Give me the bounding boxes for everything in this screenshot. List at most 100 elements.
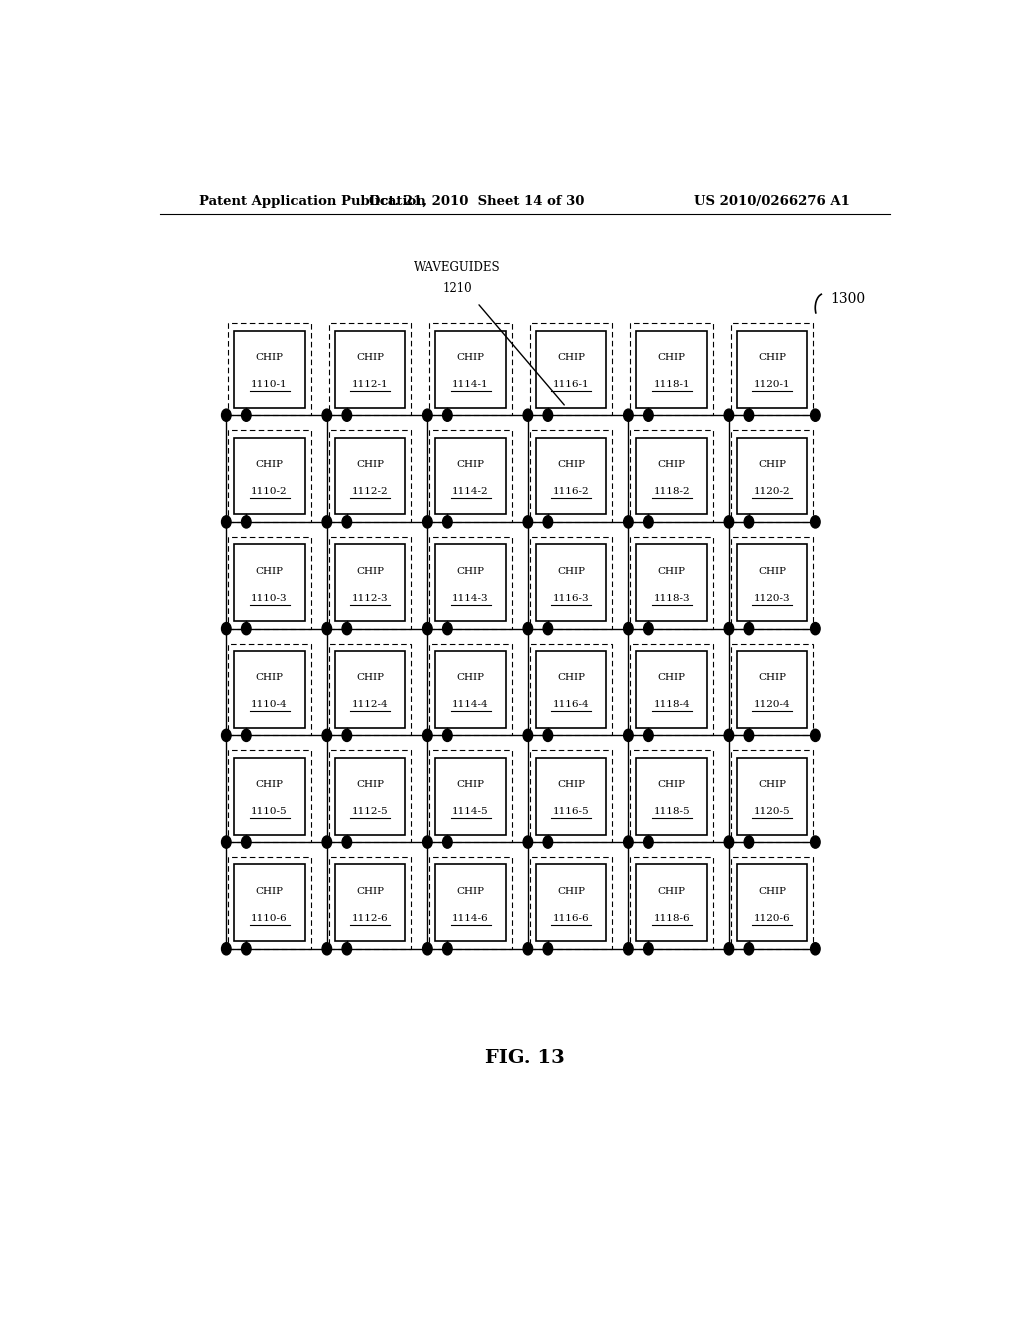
Circle shape [221,516,231,528]
Bar [335,865,406,941]
Bar [631,750,713,842]
Bar [737,651,807,727]
Circle shape [811,623,820,635]
Circle shape [624,623,633,635]
Circle shape [342,729,351,742]
Bar [731,857,813,949]
Circle shape [342,516,351,528]
Circle shape [323,836,332,849]
Circle shape [744,729,754,742]
Bar [631,537,713,628]
Text: 1114-4: 1114-4 [453,701,488,709]
Circle shape [323,409,332,421]
Circle shape [744,516,754,528]
Bar [335,544,406,622]
Bar [536,865,606,941]
Text: CHIP: CHIP [356,566,384,576]
Bar [335,438,406,515]
Circle shape [242,516,251,528]
Text: CHIP: CHIP [657,780,686,789]
Bar [637,438,707,515]
Text: 1300: 1300 [830,292,865,306]
Bar [536,758,606,834]
Text: CHIP: CHIP [758,354,786,362]
Circle shape [442,516,453,528]
Text: CHIP: CHIP [457,673,484,682]
Circle shape [543,409,553,421]
Circle shape [744,942,754,954]
Bar [737,331,807,408]
Circle shape [523,623,532,635]
Circle shape [242,623,251,635]
Circle shape [442,623,453,635]
Bar [737,544,807,622]
Circle shape [221,623,231,635]
Text: 1116-3: 1116-3 [553,594,590,603]
Text: 1120-4: 1120-4 [754,701,791,709]
Text: WAVEGUIDES: WAVEGUIDES [414,261,501,275]
Bar [329,644,412,735]
Circle shape [624,836,633,849]
Bar [234,758,305,834]
Bar [631,857,713,949]
Text: CHIP: CHIP [657,887,686,896]
Circle shape [242,836,251,849]
Bar [637,865,707,941]
Circle shape [323,942,332,954]
Text: 1120-1: 1120-1 [754,380,791,389]
Circle shape [423,623,432,635]
Bar [435,331,506,408]
Circle shape [442,836,453,849]
Circle shape [644,942,653,954]
Bar [737,438,807,515]
Circle shape [221,836,231,849]
Circle shape [323,623,332,635]
Bar [631,644,713,735]
Bar [329,537,412,628]
Circle shape [242,409,251,421]
Text: 1112-1: 1112-1 [351,380,388,389]
Text: 1110-4: 1110-4 [251,701,288,709]
Bar [234,865,305,941]
Text: CHIP: CHIP [758,887,786,896]
Text: CHIP: CHIP [256,673,284,682]
Circle shape [624,942,633,954]
Text: CHIP: CHIP [457,354,484,362]
Text: 1120-6: 1120-6 [754,913,791,923]
Text: CHIP: CHIP [557,566,585,576]
Bar [637,331,707,408]
Text: CHIP: CHIP [256,459,284,469]
Text: CHIP: CHIP [758,673,786,682]
Text: 1110-2: 1110-2 [251,487,288,496]
Text: CHIP: CHIP [657,673,686,682]
Text: 1118-3: 1118-3 [653,594,690,603]
Bar [529,644,612,735]
Text: Patent Application Publication: Patent Application Publication [200,194,426,207]
Text: CHIP: CHIP [356,354,384,362]
Bar [731,537,813,628]
Text: CHIP: CHIP [657,354,686,362]
Circle shape [724,623,733,635]
Text: 1116-1: 1116-1 [553,380,590,389]
Text: 1120-3: 1120-3 [754,594,791,603]
Bar [435,758,506,834]
Text: CHIP: CHIP [758,780,786,789]
Circle shape [724,409,733,421]
Bar [536,651,606,727]
Bar [731,750,813,842]
Circle shape [644,729,653,742]
Bar [737,865,807,941]
Text: US 2010/0266276 A1: US 2010/0266276 A1 [694,194,850,207]
Text: CHIP: CHIP [758,566,786,576]
Circle shape [423,729,432,742]
Text: CHIP: CHIP [557,887,585,896]
Text: CHIP: CHIP [356,780,384,789]
Text: CHIP: CHIP [356,887,384,896]
Bar [429,430,512,521]
Circle shape [543,623,553,635]
Bar [329,323,412,416]
Bar [631,323,713,416]
Bar [329,750,412,842]
Bar [228,537,310,628]
Circle shape [423,409,432,421]
